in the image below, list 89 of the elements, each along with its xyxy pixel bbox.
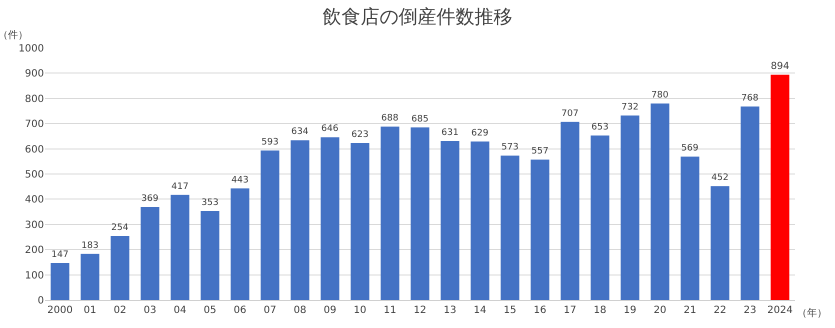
x-tick-label: 03 [144, 305, 156, 316]
x-tick-label: 02 [114, 305, 126, 316]
bar [140, 207, 160, 300]
bar [650, 103, 670, 300]
x-tick-label: 16 [534, 305, 546, 316]
data-label: 569 [681, 144, 699, 154]
y-tick-label: 300 [24, 220, 44, 231]
y-tick-label: 100 [24, 270, 44, 282]
data-label: 629 [471, 128, 489, 138]
data-label: 623 [351, 130, 369, 140]
x-tick-label: 10 [354, 305, 366, 316]
x-tick-label: 2000 [47, 305, 73, 316]
x-tick-label: 05 [204, 305, 216, 316]
bar [110, 236, 130, 300]
data-label: 369 [141, 194, 159, 204]
data-label: 688 [381, 114, 399, 124]
bar [680, 156, 700, 300]
bar [320, 137, 340, 300]
x-tick-label: 04 [174, 305, 186, 316]
data-label: 732 [621, 102, 639, 113]
x-tick-label: 17 [564, 305, 576, 316]
bar [530, 160, 550, 300]
y-tick-label: 700 [24, 119, 44, 130]
x-axis-title: （年） [797, 307, 827, 319]
data-label: 254 [111, 222, 129, 233]
data-label: 557 [531, 146, 549, 157]
bar [740, 106, 760, 300]
data-label: 685 [411, 114, 429, 124]
x-tick-label: 21 [684, 305, 696, 316]
data-label: 417 [171, 182, 189, 192]
data-label: 452 [711, 173, 729, 184]
bar [380, 126, 400, 300]
data-label: 707 [561, 108, 579, 119]
y-tick-label: 200 [24, 245, 44, 256]
data-label: 780 [651, 90, 669, 100]
bar [200, 211, 220, 300]
data-label: 593 [261, 138, 279, 148]
data-label: 646 [321, 124, 339, 134]
bar [350, 143, 370, 300]
data-label: 147 [51, 250, 69, 260]
x-tick-label: 19 [624, 305, 636, 316]
bar [500, 156, 520, 300]
data-label: 631 [441, 128, 459, 138]
x-tick-label: 14 [474, 305, 486, 316]
x-tick-label: 07 [264, 305, 276, 316]
x-tick-label: 18 [594, 305, 606, 316]
bar [440, 140, 460, 300]
y-tick-label: 800 [24, 94, 44, 105]
bar [170, 194, 190, 300]
bar [560, 122, 580, 300]
data-label: 183 [81, 240, 99, 251]
x-tick-label: 23 [744, 305, 756, 316]
data-label: 653 [591, 122, 609, 132]
y-tick-label: 400 [24, 194, 44, 206]
y-tick-label: 500 [24, 170, 44, 180]
y-tick-label: 600 [24, 144, 44, 156]
x-tick-label: 08 [294, 305, 306, 316]
bar [770, 74, 790, 300]
x-tick-label: 01 [84, 305, 96, 316]
data-label: 768 [741, 93, 759, 104]
data-label: 894 [770, 60, 790, 72]
bar [80, 254, 100, 300]
data-label: 443 [231, 175, 249, 186]
x-tick-label: 09 [324, 305, 336, 316]
x-tick-label: 12 [414, 305, 426, 316]
bar [590, 135, 610, 300]
bar [290, 140, 310, 300]
bar [470, 141, 490, 300]
chart-title: 飲食店の倒産件数推移 [322, 6, 512, 28]
x-tick-label: 06 [234, 305, 246, 316]
bar [710, 186, 730, 300]
bar [260, 150, 280, 300]
bar [230, 188, 250, 300]
data-label: 353 [201, 198, 219, 208]
y-axis-title: （件） [0, 30, 28, 41]
x-tick-label: 15 [504, 305, 516, 316]
data-label: 573 [501, 142, 519, 153]
data-label: 634 [291, 127, 309, 138]
x-tick-label: 2024 [767, 305, 793, 316]
x-tick-label: 22 [714, 305, 726, 316]
bar [50, 262, 70, 300]
y-tick-label: 1000 [18, 44, 44, 54]
x-tick-label: 20 [654, 305, 666, 316]
x-tick-label: 13 [444, 305, 456, 316]
x-tick-label: 11 [384, 305, 396, 316]
bar [410, 127, 430, 300]
y-tick-label: 900 [24, 68, 44, 80]
y-tick-label: 0 [38, 296, 44, 306]
bar [620, 116, 640, 300]
